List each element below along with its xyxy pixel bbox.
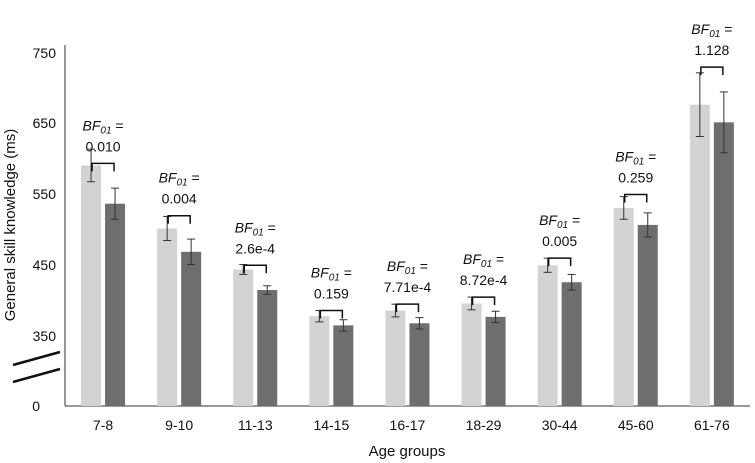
error-bar-14-15-series-2	[339, 319, 348, 332]
plot-area: 7-8 BF01 = 0.010 9-10 BF01 = 0.004 11-13 BF01 =…	[81, 21, 734, 433]
bar-30-44-series-1	[537, 265, 558, 406]
bar-30-44-series-2	[561, 282, 582, 406]
significance-bracket-16-17	[395, 303, 420, 313]
axes: 0 350 450 550 650 750 General skill know…	[2, 45, 750, 460]
x-tick-label-61-76: 61-76	[694, 417, 730, 433]
bar-61-76-series-1	[689, 104, 710, 407]
bf-value-61-76: 1.128	[694, 42, 729, 58]
x-tick-label-30-44: 30-44	[542, 417, 578, 433]
bf-label-16-17: BF01 =	[387, 258, 428, 277]
bf-value-7-8: 0.010	[86, 138, 121, 154]
significance-bracket-7-8	[91, 162, 115, 172]
bar-7-8-series-1	[81, 165, 102, 406]
bar-9-10-series-1	[157, 228, 178, 406]
error-bar-61-76-series-2	[719, 91, 728, 154]
x-tick-label-9-10: 9-10	[165, 417, 193, 433]
significance-bracket-45-60	[624, 193, 648, 203]
error-bar-61-76-series-1	[695, 72, 704, 137]
bar-16-17-series-2	[409, 323, 430, 406]
y-tick-label-550: 550	[33, 186, 57, 202]
significance-bracket-11-13	[243, 264, 267, 274]
bf-label-61-76: BF01 =	[691, 21, 732, 40]
error-bar-45-60-series-1	[619, 196, 628, 220]
bf-label-7-8: BF01 =	[83, 117, 124, 136]
bar-7-8-series-2	[105, 203, 126, 406]
x-tick-label-18-29: 18-29	[466, 417, 502, 433]
x-tick-label-7-8: 7-8	[93, 417, 113, 433]
y-axis-title: General skill knowledge (ms)	[2, 129, 19, 322]
x-tick-label-16-17: 16-17	[390, 417, 426, 433]
error-bar-7-8-series-2	[111, 187, 120, 220]
bar-9-10-series-2	[181, 251, 202, 406]
bar-14-15-series-1	[309, 316, 330, 406]
significance-bracket-61-76	[700, 66, 724, 76]
bf-label-18-29: BF01 =	[463, 251, 504, 270]
x-tick-label-45-60: 45-60	[618, 417, 654, 433]
bf-value-16-17: 7.71e-4	[384, 279, 432, 295]
bf-label-11-13: BF01 =	[235, 219, 276, 238]
bf-value-45-60: 0.259	[618, 170, 653, 186]
bf-label-30-44: BF01 =	[539, 212, 580, 231]
axis-break-mark-lower	[12, 367, 61, 384]
bf-label-45-60: BF01 =	[615, 149, 656, 168]
bar-11-13-series-1	[233, 269, 254, 406]
error-bar-16-17-series-2	[415, 317, 424, 330]
significance-bracket-30-44	[547, 257, 572, 267]
bar-61-76-series-2	[713, 122, 734, 407]
bf-value-11-13: 2.6e-4	[235, 240, 275, 256]
error-bar-7-8-series-1	[87, 148, 96, 183]
bar-11-13-series-2	[257, 290, 278, 406]
significance-bracket-18-29	[471, 296, 496, 306]
bf-label-14-15: BF01 =	[311, 265, 352, 284]
bf-value-9-10: 0.004	[162, 191, 197, 207]
bar-45-60-series-2	[637, 224, 658, 406]
bf-value-14-15: 0.159	[314, 286, 349, 302]
error-bar-30-44-series-2	[567, 273, 576, 291]
bar-45-60-series-1	[613, 207, 634, 406]
bf-value-18-29: 8.72e-4	[460, 272, 508, 288]
bf-label-9-10: BF01 =	[159, 170, 200, 189]
bar-16-17-series-1	[385, 310, 406, 406]
bar-18-29-series-2	[485, 316, 506, 406]
error-bar-45-60-series-2	[643, 212, 652, 238]
y-tick-label-450: 450	[33, 257, 57, 273]
error-bar-9-10-series-2	[187, 238, 196, 266]
error-bar-18-29-series-2	[491, 310, 500, 324]
x-tick-label-14-15: 14-15	[313, 417, 349, 433]
error-bar-11-13-series-2	[263, 285, 272, 295]
axis-break-mark-upper	[12, 350, 61, 367]
bar-18-29-series-1	[461, 303, 482, 406]
significance-bracket-14-15	[319, 309, 344, 319]
y-tick-label-750: 750	[33, 45, 57, 61]
y-tick-label-0: 0	[32, 398, 40, 414]
x-axis-title: Age groups	[369, 443, 446, 460]
bar-14-15-series-2	[333, 325, 354, 406]
bf-value-30-44: 0.005	[542, 233, 577, 249]
significance-bracket-9-10	[167, 214, 191, 224]
y-tick-label-350: 350	[33, 328, 57, 344]
x-tick-label-11-13: 11-13	[238, 417, 273, 433]
y-tick-label-650: 650	[33, 115, 57, 131]
